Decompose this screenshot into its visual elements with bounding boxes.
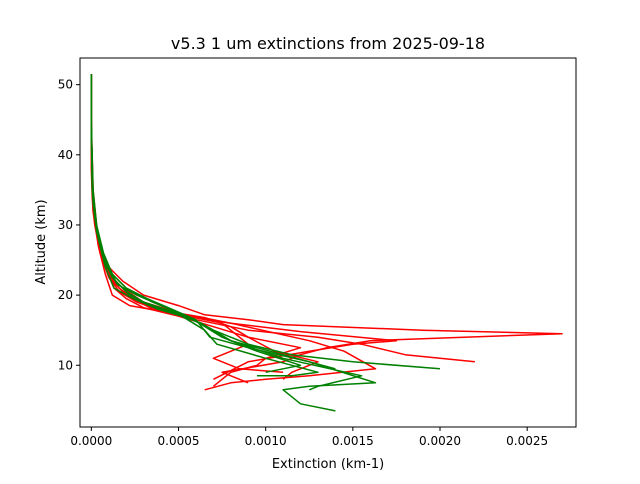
x-axis: 0.0000 0.0005 0.0010 0.0015 0.0020 0.0025: [70, 427, 548, 448]
series-line-13: [90, 74, 336, 370]
y-tick-label: 40: [58, 148, 73, 162]
y-tick-label: 30: [58, 218, 73, 232]
x-tick-label: 0.0025: [506, 434, 548, 448]
x-tick-label: 0.0015: [332, 434, 374, 448]
x-tick-label: 0.0010: [245, 434, 287, 448]
series-group: [90, 74, 563, 412]
y-axis-label: Altitude (km): [34, 199, 49, 284]
y-tick-label: 10: [58, 358, 73, 372]
y-tick-label: 20: [58, 288, 73, 302]
x-tick-label: 0.0005: [158, 434, 200, 448]
series-line-7: [90, 74, 284, 374]
y-tick-label: 50: [58, 78, 73, 92]
x-tick-label: 0.0000: [70, 434, 112, 448]
chart-title: v5.3 1 um extinctions from 2025-09-18: [171, 34, 485, 53]
plot-frame: [79, 57, 577, 428]
y-axis: 10 20 30 40 50: [58, 78, 80, 372]
x-tick-label: 0.0020: [419, 434, 461, 448]
x-axis-label: Extinction (km-1): [272, 457, 384, 472]
